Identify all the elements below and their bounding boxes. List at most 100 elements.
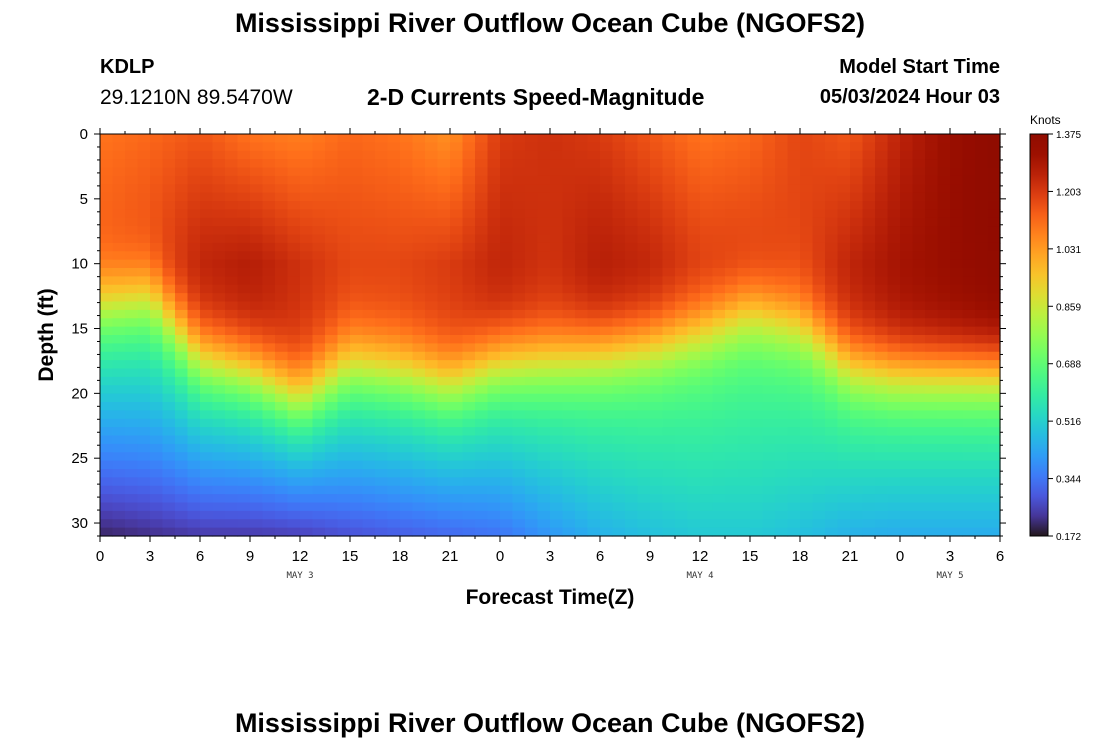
heatmap-cell bbox=[175, 226, 189, 236]
heatmap-cell bbox=[325, 326, 339, 336]
heatmap-cell bbox=[875, 251, 889, 261]
heatmap-cell bbox=[187, 385, 201, 395]
heatmap-cell bbox=[425, 134, 439, 143]
heatmap-cell bbox=[687, 234, 701, 244]
heatmap-cell bbox=[925, 376, 939, 386]
heatmap-cell bbox=[437, 159, 451, 169]
heatmap-cell bbox=[462, 142, 476, 152]
heatmap-cell bbox=[237, 469, 251, 478]
heatmap-cell bbox=[575, 343, 589, 353]
heatmap-cell bbox=[812, 209, 826, 219]
heatmap-cell bbox=[412, 376, 426, 386]
heatmap-cell bbox=[950, 427, 964, 437]
heatmap-cell bbox=[562, 452, 576, 462]
heatmap-cell bbox=[700, 142, 714, 152]
heatmap-cell bbox=[687, 485, 701, 495]
heatmap-cell bbox=[225, 343, 239, 353]
heatmap-cell bbox=[662, 393, 676, 403]
heatmap-cell bbox=[462, 485, 476, 495]
heatmap-cell bbox=[550, 276, 564, 286]
heatmap-cell bbox=[962, 452, 976, 462]
heatmap-cell bbox=[500, 368, 514, 378]
heatmap-cell bbox=[175, 134, 189, 143]
heatmap-cell bbox=[800, 452, 814, 462]
heatmap-cell bbox=[312, 393, 326, 403]
heatmap-cell bbox=[475, 368, 489, 378]
heatmap-cell bbox=[387, 519, 401, 529]
heatmap-cell bbox=[850, 435, 864, 445]
heatmap-cell bbox=[700, 242, 714, 252]
heatmap-cell bbox=[800, 435, 814, 445]
heatmap-cell bbox=[225, 318, 239, 328]
heatmap-cell bbox=[550, 351, 564, 361]
heatmap-cell bbox=[775, 142, 789, 152]
heatmap-cell bbox=[350, 326, 364, 336]
heatmap-cell bbox=[537, 477, 551, 487]
heatmap-cell bbox=[550, 477, 564, 487]
heatmap-cell bbox=[300, 393, 314, 403]
heatmap-cell bbox=[350, 376, 364, 386]
heatmap-cell bbox=[625, 251, 639, 261]
heatmap-cell bbox=[212, 142, 226, 152]
heatmap-cell bbox=[362, 435, 376, 445]
heatmap-cell bbox=[600, 242, 614, 252]
heatmap-cell bbox=[612, 234, 626, 244]
heatmap-cell bbox=[700, 443, 714, 453]
heatmap-cell bbox=[912, 435, 926, 445]
heatmap-cell bbox=[500, 519, 514, 529]
heatmap-cell bbox=[712, 502, 726, 512]
heatmap-cell bbox=[425, 443, 439, 453]
heatmap-cell bbox=[487, 335, 501, 344]
heatmap-cell bbox=[200, 376, 214, 386]
heatmap-cell bbox=[950, 469, 964, 478]
heatmap-cell bbox=[725, 209, 739, 219]
heatmap-cell bbox=[612, 477, 626, 487]
heatmap-cell bbox=[400, 192, 414, 202]
heatmap-cell bbox=[962, 351, 976, 361]
heatmap-cell bbox=[137, 318, 151, 328]
heatmap-cell bbox=[237, 443, 251, 453]
heatmap-cell bbox=[287, 494, 301, 504]
heatmap-cell bbox=[887, 393, 901, 403]
heatmap-cell bbox=[862, 226, 876, 236]
heatmap-cell bbox=[150, 360, 164, 370]
heatmap-cell bbox=[750, 360, 764, 370]
heatmap-cell bbox=[787, 192, 801, 202]
heatmap-cell bbox=[912, 427, 926, 437]
heatmap-cell bbox=[612, 268, 626, 277]
heatmap-cell bbox=[775, 268, 789, 277]
heatmap-cell bbox=[562, 485, 576, 495]
heatmap-cell bbox=[437, 226, 451, 236]
heatmap-cell bbox=[525, 251, 539, 261]
heatmap-cell bbox=[362, 519, 376, 529]
heatmap-cell bbox=[212, 435, 226, 445]
heatmap-cell bbox=[912, 460, 926, 470]
heatmap-cell bbox=[612, 326, 626, 336]
heatmap-cell bbox=[437, 469, 451, 478]
heatmap-cell bbox=[462, 226, 476, 236]
heatmap-cell bbox=[900, 318, 914, 328]
heatmap-cell bbox=[925, 326, 939, 336]
heatmap-cell bbox=[400, 427, 414, 437]
heatmap-cell bbox=[587, 242, 601, 252]
heatmap-cell bbox=[962, 192, 976, 202]
heatmap-cell bbox=[300, 209, 314, 219]
heatmap-cell bbox=[450, 201, 464, 210]
heatmap-cell bbox=[475, 276, 489, 286]
heatmap-cell bbox=[200, 360, 214, 370]
heatmap-cell bbox=[537, 234, 551, 244]
heatmap-cell bbox=[187, 452, 201, 462]
heatmap-cell bbox=[637, 159, 651, 169]
heatmap-cell bbox=[987, 167, 1001, 177]
x-tick-label: 3 bbox=[146, 548, 154, 565]
heatmap-cell bbox=[200, 234, 214, 244]
heatmap-cell bbox=[662, 360, 676, 370]
heatmap-cell bbox=[500, 242, 514, 252]
heatmap-cell bbox=[262, 184, 276, 194]
heatmap-cell bbox=[287, 427, 301, 437]
heatmap-cell bbox=[937, 368, 951, 378]
heatmap-cell bbox=[812, 268, 826, 277]
heatmap-cell bbox=[887, 159, 901, 169]
heatmap-cell bbox=[212, 259, 226, 269]
heatmap-cell bbox=[350, 393, 364, 403]
